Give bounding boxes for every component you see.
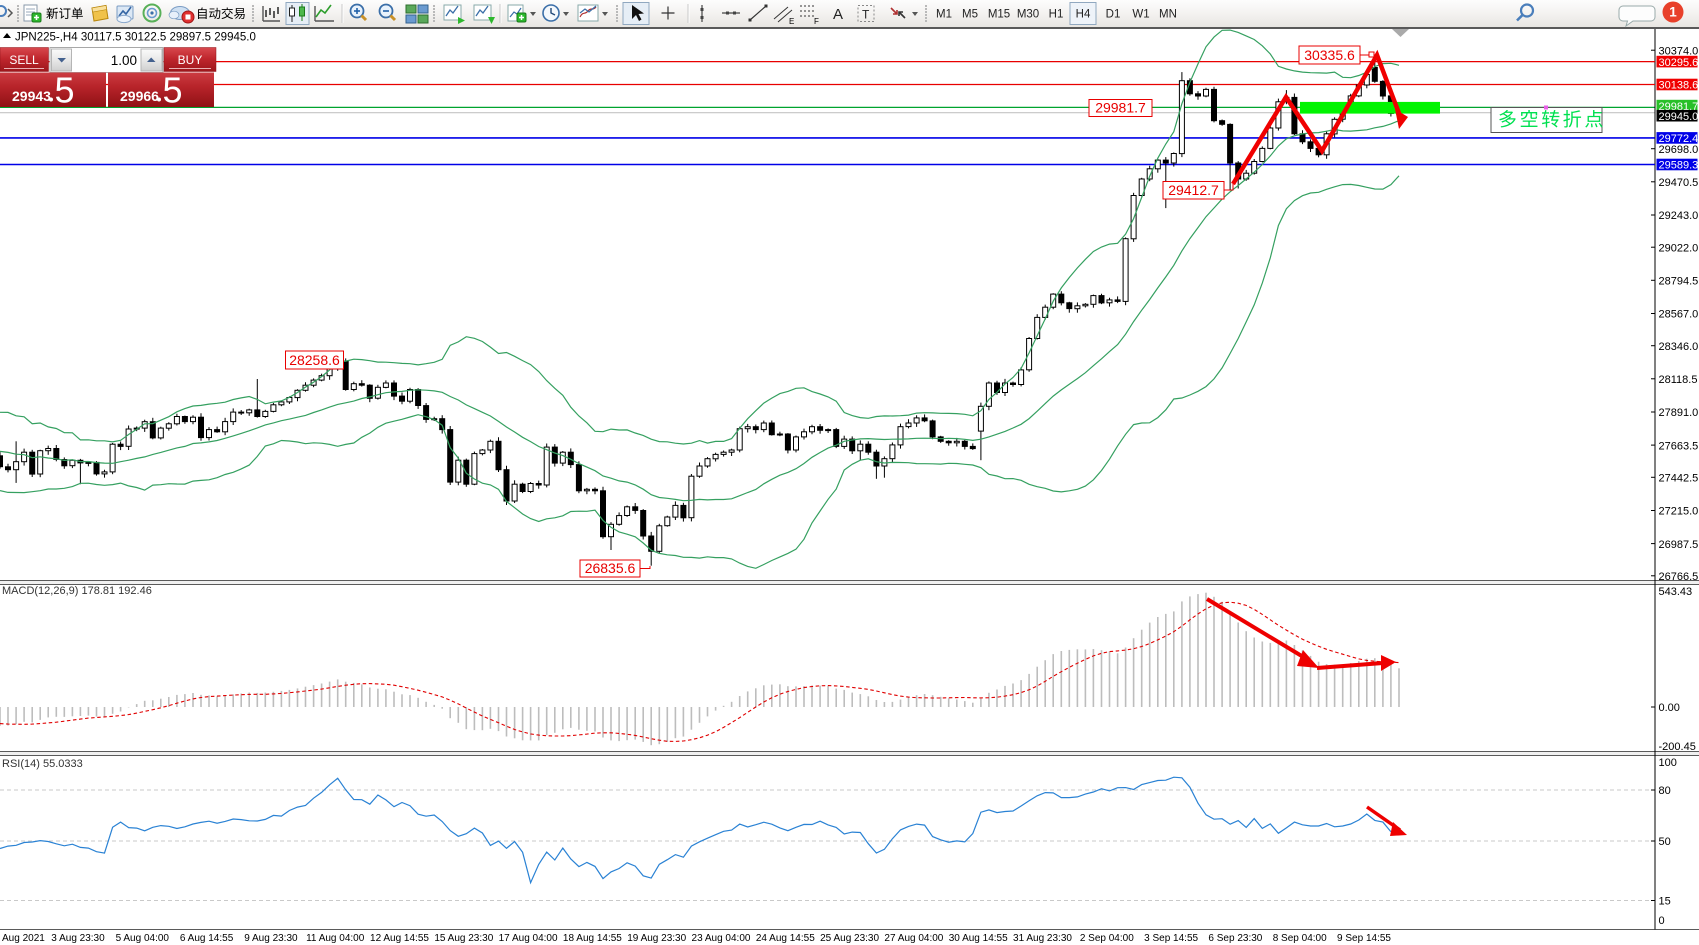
svg-text:15: 15: [1659, 896, 1671, 908]
svg-text:H1: H1: [1049, 9, 1064, 21]
svg-text:27891.0: 27891.0: [1659, 407, 1699, 419]
svg-text:28118.5: 28118.5: [1659, 374, 1698, 386]
svg-text:SELL: SELL: [9, 53, 39, 67]
svg-text:1: 1: [1669, 5, 1677, 20]
svg-text:18 Aug 14:55: 18 Aug 14:55: [563, 933, 622, 944]
svg-text:MN: MN: [1159, 9, 1177, 21]
svg-text:8 Sep 04:00: 8 Sep 04:00: [1273, 933, 1327, 944]
svg-text:5: 5: [163, 70, 183, 111]
svg-text:30295.6: 30295.6: [1659, 57, 1699, 69]
svg-text:MACD(12,26,9) 178.81 192.46: MACD(12,26,9) 178.81 192.46: [2, 585, 152, 597]
svg-text:6 Sep 23:30: 6 Sep 23:30: [1208, 933, 1262, 944]
svg-text:26835.6: 26835.6: [585, 560, 636, 576]
svg-text:1.00: 1.00: [111, 53, 137, 68]
svg-text:29022.0: 29022.0: [1659, 242, 1699, 254]
svg-text:BUY: BUY: [178, 53, 203, 67]
svg-text:D1: D1: [1106, 9, 1121, 21]
svg-text:19 Aug 23:30: 19 Aug 23:30: [627, 933, 686, 944]
svg-text:24 Aug 14:55: 24 Aug 14:55: [756, 933, 815, 944]
svg-text:23 Aug 04:00: 23 Aug 04:00: [692, 933, 751, 944]
svg-text:27 Aug 04:00: 27 Aug 04:00: [884, 933, 943, 944]
svg-text:-200.45: -200.45: [1659, 741, 1696, 753]
svg-text:29943: 29943: [12, 88, 51, 104]
svg-text:17 Aug 04:00: 17 Aug 04:00: [499, 933, 558, 944]
svg-text:11 Aug 04:00: 11 Aug 04:00: [306, 933, 365, 944]
svg-text:2 Sep 04:00: 2 Sep 04:00: [1080, 933, 1134, 944]
svg-text:Aug 2021: Aug 2021: [2, 933, 45, 944]
svg-text:3 Aug 23:30: 3 Aug 23:30: [51, 933, 105, 944]
svg-text:28258.6: 28258.6: [289, 352, 340, 368]
svg-text:26766.5: 26766.5: [1659, 571, 1699, 583]
svg-text:9 Sep 14:55: 9 Sep 14:55: [1337, 933, 1391, 944]
svg-text:26987.5: 26987.5: [1659, 539, 1699, 551]
svg-text:29698.0: 29698.0: [1659, 144, 1699, 156]
svg-text:28567.0: 28567.0: [1659, 309, 1699, 321]
svg-text:543.43: 543.43: [1659, 586, 1693, 598]
svg-text:RSI(14) 55.0333: RSI(14) 55.0333: [2, 758, 83, 770]
svg-text:29945.0: 29945.0: [1659, 111, 1699, 123]
svg-text:30335.6: 30335.6: [1304, 47, 1355, 63]
svg-text:29981.7: 29981.7: [1095, 100, 1146, 116]
svg-text:F: F: [814, 17, 819, 26]
svg-text:9 Aug 23:30: 9 Aug 23:30: [244, 933, 298, 944]
svg-text:50: 50: [1659, 836, 1671, 848]
svg-text:29772.4: 29772.4: [1659, 133, 1699, 145]
svg-text:29243.0: 29243.0: [1659, 210, 1699, 222]
svg-text:31 Aug 23:30: 31 Aug 23:30: [1013, 933, 1072, 944]
svg-text:0.00: 0.00: [1659, 702, 1680, 714]
svg-text:15 Aug 23:30: 15 Aug 23:30: [434, 933, 493, 944]
svg-text:29981.7: 29981.7: [1659, 101, 1699, 113]
svg-text:30138.6: 30138.6: [1659, 80, 1699, 92]
svg-text:27442.5: 27442.5: [1659, 473, 1699, 485]
svg-text:27215.0: 27215.0: [1659, 506, 1699, 518]
svg-text:30 Aug 14:55: 30 Aug 14:55: [949, 933, 1008, 944]
svg-text:12 Aug 14:55: 12 Aug 14:55: [370, 933, 429, 944]
svg-text:M1: M1: [936, 9, 952, 21]
svg-text:29470.5: 29470.5: [1659, 177, 1699, 189]
svg-text:27663.5: 27663.5: [1659, 440, 1699, 452]
svg-text:5: 5: [55, 70, 75, 111]
svg-text:29589.3: 29589.3: [1659, 160, 1699, 172]
svg-text:T: T: [862, 8, 870, 22]
svg-text:30374.0: 30374.0: [1659, 45, 1699, 57]
svg-text:W1: W1: [1132, 9, 1149, 21]
svg-text:A: A: [833, 6, 843, 23]
svg-text:6 Aug 14:55: 6 Aug 14:55: [180, 933, 234, 944]
svg-text:0: 0: [1659, 915, 1665, 927]
svg-text:JPN225-,H4 30117.5 30122.5 29: JPN225-,H4 30117.5 30122.5 29897.5 29945…: [15, 32, 256, 44]
svg-text:M5: M5: [962, 9, 978, 21]
svg-text:H4: H4: [1076, 9, 1091, 21]
svg-text:80: 80: [1659, 785, 1671, 797]
svg-text:29412.7: 29412.7: [1168, 182, 1219, 198]
svg-text:5 Aug 04:00: 5 Aug 04:00: [116, 933, 170, 944]
svg-text:M15: M15: [988, 9, 1010, 21]
svg-text:28346.0: 28346.0: [1659, 341, 1699, 353]
svg-text:3 Sep 14:55: 3 Sep 14:55: [1144, 933, 1198, 944]
svg-text:25 Aug 23:30: 25 Aug 23:30: [820, 933, 879, 944]
svg-text:28794.5: 28794.5: [1659, 276, 1699, 288]
svg-text:100: 100: [1659, 757, 1677, 769]
svg-text:29966: 29966: [120, 88, 159, 104]
svg-text:E: E: [789, 17, 794, 26]
svg-text:M30: M30: [1017, 9, 1039, 21]
